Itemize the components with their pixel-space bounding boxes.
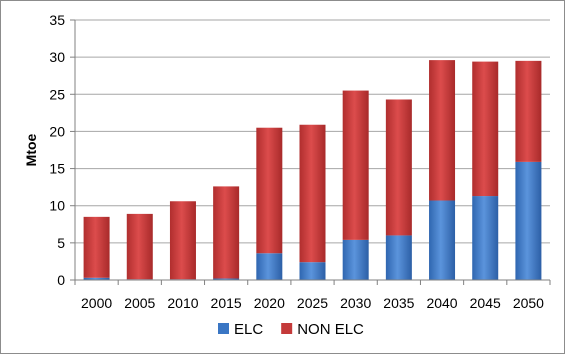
bar-elc-2020 — [256, 253, 283, 280]
y-tick-label: 30 — [49, 49, 65, 65]
x-tick-label: 2005 — [124, 295, 155, 311]
x-tick-label: 2040 — [426, 295, 457, 311]
bar-elc-2030 — [342, 239, 369, 280]
axes — [74, 20, 550, 281]
x-tick-label: 2000 — [81, 295, 112, 311]
y-tick-label: 35 — [49, 12, 65, 28]
bar-non-elc-2025 — [299, 124, 326, 263]
legend-swatch-elc — [218, 323, 229, 334]
x-tick-label: 2035 — [383, 295, 414, 311]
x-tick-label: 2025 — [297, 295, 328, 311]
bar-non-elc-2005 — [126, 213, 153, 280]
y-tick-label: 25 — [49, 86, 65, 102]
y-tick-label: 20 — [49, 123, 65, 139]
bar-elc-2000 — [83, 277, 110, 280]
bar-elc-2045 — [472, 196, 499, 280]
bar-non-elc-2045 — [472, 61, 499, 197]
bar-non-elc-2020 — [256, 127, 283, 254]
bar-elc-2050 — [515, 161, 542, 280]
bar-non-elc-2010 — [169, 201, 196, 280]
bar-elc-2015 — [213, 278, 240, 280]
y-tick-label: 0 — [57, 272, 65, 288]
legend-swatch-non-elc — [281, 323, 293, 334]
bar-elc-2040 — [429, 200, 456, 280]
bar-elc-2035 — [385, 235, 412, 280]
x-tick-label: 2015 — [211, 295, 242, 311]
legend-label-non-elc: NON ELC — [297, 321, 364, 338]
bar-non-elc-2015 — [213, 186, 240, 279]
y-tick-label: 5 — [57, 235, 65, 251]
bar-non-elc-2050 — [515, 60, 542, 162]
bar-non-elc-2035 — [385, 99, 412, 236]
x-tick-label: 2045 — [470, 295, 501, 311]
bar-non-elc-2000 — [83, 216, 110, 278]
y-tick-label: 15 — [49, 161, 65, 177]
x-tick-label: 2050 — [513, 295, 544, 311]
bar-elc-2025 — [299, 262, 326, 280]
y-tick-labels: 0 5 10 15 20 25 30 35 — [49, 12, 65, 288]
bar-non-elc-2030 — [342, 90, 369, 240]
x-tick-label: 2030 — [340, 295, 371, 311]
x-tick-label: 2010 — [167, 295, 198, 311]
x-tick-label: 2020 — [254, 295, 285, 311]
bar-non-elc-2040 — [429, 60, 456, 201]
legend-label-elc: ELC — [234, 321, 263, 338]
x-tick-labels: 2000 2005 2010 2015 2020 2025 2030 2035 2040 2045… — [74, 280, 551, 311]
y-tick-label: 10 — [49, 198, 65, 214]
y-axis-title: Mtoe — [23, 133, 39, 166]
legend: ELC NON ELC — [218, 321, 364, 338]
